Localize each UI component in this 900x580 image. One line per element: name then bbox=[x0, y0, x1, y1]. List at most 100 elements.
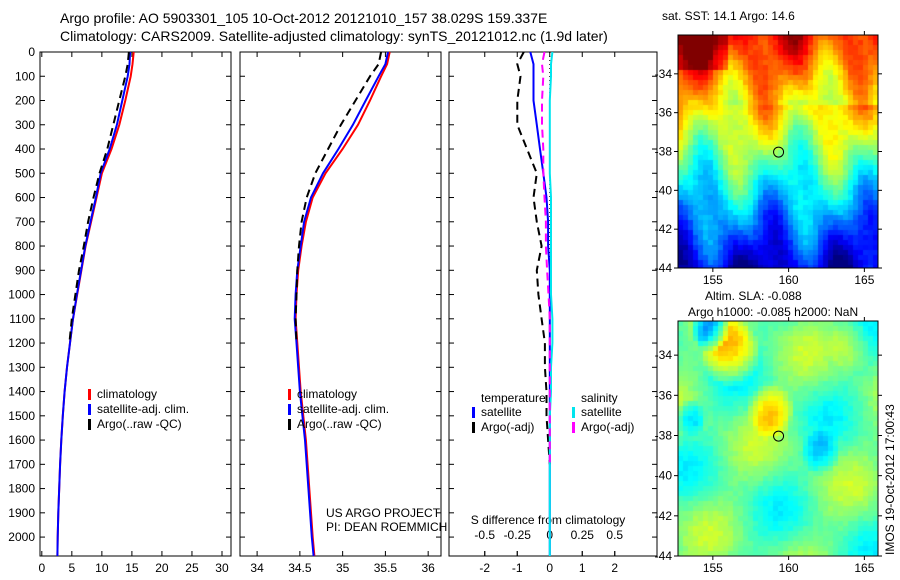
x2-tick-label: 0.25 bbox=[571, 528, 595, 542]
s-diff-label: S difference from climatology bbox=[471, 513, 626, 527]
legend-label: climatology bbox=[297, 387, 357, 401]
x2-tick-label: 0.5 bbox=[606, 528, 623, 542]
series-line-climatology bbox=[56, 51, 135, 557]
temperature-axes-box bbox=[39, 51, 232, 557]
map-y-tick-label: -38 bbox=[655, 145, 673, 159]
title-line-2: Climatology: CARS2009. Satellite-adjuste… bbox=[60, 28, 608, 44]
y-tick-label: 1400 bbox=[8, 385, 35, 399]
sla-map-image bbox=[678, 321, 878, 556]
y-tick-label: 1500 bbox=[8, 409, 35, 423]
map-x-tick-label: 155 bbox=[703, 273, 723, 287]
x-tick-label: 36 bbox=[421, 561, 435, 575]
x-tick-label: 0 bbox=[38, 561, 45, 575]
x2-tick-label: -0.5 bbox=[474, 528, 495, 542]
y-tick-label: 100 bbox=[15, 69, 35, 83]
difference-axes-box bbox=[448, 51, 658, 557]
y-tick-label: 1100 bbox=[9, 312, 35, 326]
map-y-tick-label: -42 bbox=[655, 509, 673, 523]
legend-swatch bbox=[88, 404, 91, 415]
x-tick-label: 2 bbox=[611, 561, 618, 575]
x-tick-label: 25 bbox=[185, 561, 199, 575]
legend-title-temperature: temperature bbox=[481, 391, 546, 405]
legend-title-salinity: salinity bbox=[581, 391, 618, 405]
legend-label: Argo(-adj) bbox=[581, 420, 634, 434]
sla-map-title-2: Argo h1000: -0.085 h2000: NaN bbox=[688, 305, 858, 319]
x-tick-label: 35.5 bbox=[374, 561, 398, 575]
timestamp-label: IMOS 19-Oct-2012 17:00:43 bbox=[883, 404, 897, 555]
legend-swatch bbox=[88, 389, 91, 400]
y-tick-label: 1300 bbox=[8, 360, 35, 374]
map-y-tick-label: -38 bbox=[655, 428, 673, 442]
series-line-satellite-adj-clim- bbox=[56, 51, 132, 557]
y-tick-label: 0 bbox=[28, 45, 35, 59]
sst-map-frame bbox=[677, 34, 879, 269]
legend-swatch bbox=[288, 404, 291, 415]
series-line-argo-raw-qc- bbox=[294, 51, 383, 344]
y-tick-label: 1800 bbox=[8, 482, 35, 496]
series-line-s-argo-adj- bbox=[540, 51, 551, 465]
y-tick-label: 2000 bbox=[8, 530, 35, 544]
map-x-tick-label: 160 bbox=[779, 273, 799, 287]
map-y-tick-label: -36 bbox=[655, 388, 673, 402]
legend-swatch bbox=[572, 422, 575, 433]
salinity-axes-box bbox=[239, 51, 442, 557]
y-tick-label: 800 bbox=[15, 239, 35, 253]
map-y-tick-label: -40 bbox=[655, 183, 673, 197]
y-tick-label: 1600 bbox=[8, 433, 35, 447]
x-tick-label: 10 bbox=[95, 561, 109, 575]
title-line-1: Argo profile: AO 5903301_105 10-Oct-2012… bbox=[60, 10, 547, 26]
legend-label: satellite-adj. clim. bbox=[97, 402, 189, 416]
legend-swatch bbox=[88, 419, 91, 430]
map-y-tick-label: -44 bbox=[655, 549, 673, 563]
credit-project: US ARGO PROJECT bbox=[326, 506, 441, 520]
legend-swatch bbox=[288, 389, 291, 400]
y-tick-label: 300 bbox=[15, 118, 35, 132]
legend-label: satellite bbox=[581, 405, 622, 419]
map-y-tick-label: -44 bbox=[655, 261, 673, 275]
x-tick-label: 15 bbox=[125, 561, 139, 575]
x-tick-label: 0 bbox=[546, 561, 553, 575]
series-line-t-satellite bbox=[529, 51, 551, 556]
series-line-t-argo-adj- bbox=[516, 51, 551, 465]
y-tick-label: 1200 bbox=[8, 336, 35, 350]
sla-map-frame bbox=[677, 320, 879, 557]
map-y-tick-label: -36 bbox=[655, 106, 673, 120]
legend-label: satellite-adj. clim. bbox=[297, 402, 389, 416]
credit-pi: PI: DEAN ROEMMICH bbox=[326, 520, 447, 534]
series-line-satellite-adj-clim- bbox=[293, 51, 389, 557]
series-line-argo-raw-qc- bbox=[68, 51, 130, 344]
y-tick-label: 700 bbox=[15, 215, 35, 229]
legend-swatch bbox=[472, 407, 475, 418]
x-tick-label: 5 bbox=[68, 561, 75, 575]
y-tick-label: 900 bbox=[15, 263, 35, 277]
map-x-tick-label: 165 bbox=[854, 273, 874, 287]
x-tick-label: 30 bbox=[215, 561, 229, 575]
legend-swatch bbox=[288, 419, 291, 430]
map-y-tick-label: -42 bbox=[655, 222, 673, 236]
y-tick-label: 500 bbox=[15, 166, 35, 180]
x-tick-label: 35 bbox=[336, 561, 350, 575]
legend-label: Argo(..raw -QC) bbox=[297, 417, 382, 431]
x2-tick-label: -0.25 bbox=[504, 528, 532, 542]
x-tick-label: 20 bbox=[155, 561, 169, 575]
sla-map-title-1: Altim. SLA: -0.088 bbox=[705, 289, 802, 303]
x-tick-label: -1 bbox=[512, 561, 523, 575]
argo-float-location-marker bbox=[773, 146, 785, 158]
x-tick-label: 1 bbox=[579, 561, 586, 575]
y-tick-label: 1000 bbox=[8, 288, 35, 302]
y-tick-label: 1900 bbox=[8, 506, 35, 520]
map-x-tick-label: 155 bbox=[703, 561, 723, 575]
x-tick-label: -2 bbox=[479, 561, 490, 575]
legend-swatch bbox=[472, 422, 475, 433]
legend-swatch bbox=[572, 407, 575, 418]
legend-label: climatology bbox=[97, 387, 157, 401]
map-y-tick-label: -34 bbox=[655, 348, 673, 362]
map-y-tick-label: -34 bbox=[655, 67, 673, 81]
y-tick-label: 400 bbox=[15, 142, 35, 156]
sst-map-title: sat. SST: 14.1 Argo: 14.6 bbox=[662, 9, 795, 23]
sst-map-image bbox=[678, 35, 878, 268]
series-line-climatology bbox=[294, 51, 391, 557]
x-tick-label: 34.5 bbox=[288, 561, 312, 575]
